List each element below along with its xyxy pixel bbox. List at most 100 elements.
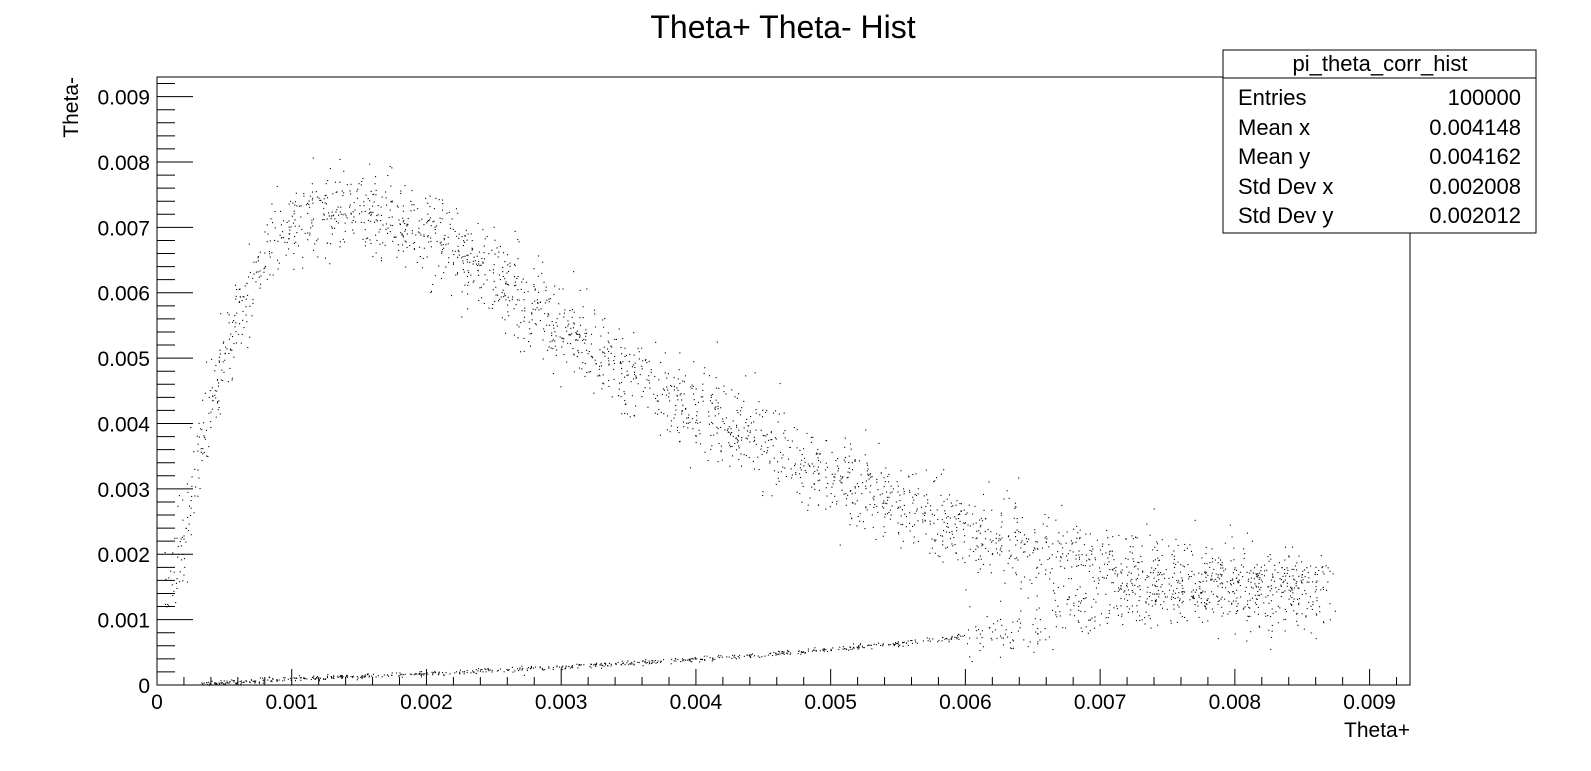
data-point [239, 296, 241, 298]
data-point [833, 480, 835, 482]
data-point [873, 495, 875, 497]
data-point [554, 285, 556, 287]
data-point [743, 427, 745, 429]
data-point [830, 649, 832, 651]
data-point [519, 667, 521, 669]
data-point [586, 349, 588, 351]
data-point [359, 205, 361, 207]
data-point [1023, 551, 1025, 553]
data-point [1209, 601, 1211, 603]
data-point [555, 335, 557, 337]
data-point [327, 180, 329, 182]
data-point [595, 665, 597, 667]
data-point [858, 460, 860, 462]
data-point [238, 288, 240, 290]
data-point [887, 476, 889, 478]
data-point [364, 229, 366, 231]
data-point [472, 263, 474, 265]
data-point [364, 245, 366, 247]
data-point [223, 680, 225, 682]
data-point [648, 360, 650, 362]
data-point [200, 448, 202, 450]
data-point [601, 667, 603, 669]
data-point [1075, 558, 1077, 560]
data-point [891, 505, 893, 507]
data-point [671, 658, 673, 660]
data-point [942, 637, 944, 639]
data-point [1168, 583, 1170, 585]
stats-label: Mean x [1238, 115, 1310, 140]
data-point [235, 322, 237, 324]
data-point [676, 429, 678, 431]
data-point [1175, 538, 1177, 540]
data-point [1055, 626, 1057, 628]
data-point [1154, 559, 1156, 561]
data-point [1163, 573, 1165, 575]
data-point [404, 185, 406, 187]
data-point [781, 651, 783, 653]
data-point [969, 525, 971, 527]
data-point [242, 296, 244, 298]
data-point [777, 421, 779, 423]
data-point [909, 491, 911, 493]
data-point [746, 654, 748, 656]
data-point [1126, 583, 1128, 585]
data-point [752, 653, 754, 655]
data-point [1267, 615, 1269, 617]
data-point [1285, 611, 1287, 613]
data-point [723, 423, 725, 425]
data-point [331, 227, 333, 229]
data-point [1075, 541, 1077, 543]
data-point [681, 399, 683, 401]
data-point [364, 210, 366, 212]
data-point [996, 552, 998, 554]
data-point [413, 674, 415, 676]
data-point [734, 657, 736, 659]
data-point [1130, 580, 1132, 582]
data-point [1015, 506, 1017, 508]
data-point [293, 213, 295, 215]
data-point [208, 396, 210, 398]
data-point [780, 471, 782, 473]
data-point [644, 661, 646, 663]
data-point [1121, 582, 1123, 584]
data-point [561, 669, 563, 671]
data-point [388, 675, 390, 677]
data-point [372, 205, 374, 207]
data-point [670, 384, 672, 386]
data-point [987, 529, 989, 531]
data-point [1120, 585, 1122, 587]
data-point [605, 664, 607, 666]
data-point [823, 648, 825, 650]
data-point [415, 234, 417, 236]
data-point [1265, 596, 1267, 598]
data-point [716, 432, 718, 434]
data-point [1000, 600, 1002, 602]
data-point [1126, 585, 1128, 587]
data-point [965, 589, 967, 591]
data-point [551, 340, 553, 342]
data-point [1166, 608, 1168, 610]
data-point [339, 211, 341, 213]
data-point [432, 672, 434, 674]
data-point [176, 537, 178, 539]
data-point [311, 199, 313, 201]
data-point [951, 543, 953, 545]
data-point [802, 485, 804, 487]
data-point [346, 676, 348, 678]
data-point [1257, 576, 1259, 578]
data-point [355, 221, 357, 223]
data-point [1316, 580, 1318, 582]
data-point [198, 422, 200, 424]
data-point [1237, 580, 1239, 582]
data-point [800, 653, 802, 655]
data-point [898, 532, 900, 534]
data-point [1016, 620, 1018, 622]
data-point [279, 234, 281, 236]
data-point [1027, 646, 1029, 648]
data-point [907, 640, 909, 642]
data-point [1152, 549, 1154, 551]
data-point [332, 193, 334, 195]
data-point [608, 360, 610, 362]
data-point [354, 209, 356, 211]
